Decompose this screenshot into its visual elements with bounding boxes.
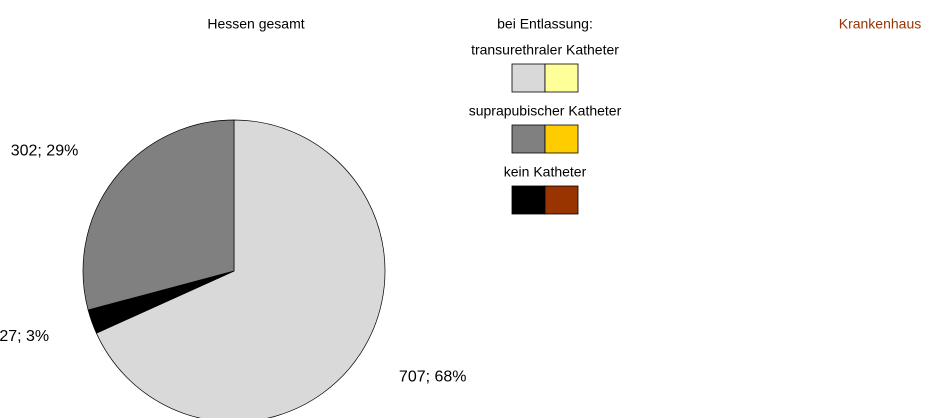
pie-slice [95, 119, 386, 418]
legend-title: bei Entlassung: [497, 16, 593, 32]
legend-swatch [511, 124, 546, 154]
data-label: 707; 68% [399, 369, 467, 386]
chart-title: Hessen gesamt [207, 16, 304, 32]
legend-swatch [544, 63, 579, 93]
legend-label: kein Katheter [504, 164, 587, 180]
legend-swatch [511, 63, 546, 93]
second-chart-title: Krankenhaus [839, 16, 922, 32]
pie-slice [82, 119, 235, 311]
legend-swatch [511, 185, 546, 215]
legend-label: transurethraler Katheter [471, 42, 619, 58]
legend-swatch [544, 124, 579, 154]
legend-swatch [544, 185, 579, 215]
legend-label: suprapubischer Katheter [469, 103, 622, 119]
data-label: 27; 3% [0, 328, 49, 345]
data-label: 302; 29% [11, 143, 79, 160]
